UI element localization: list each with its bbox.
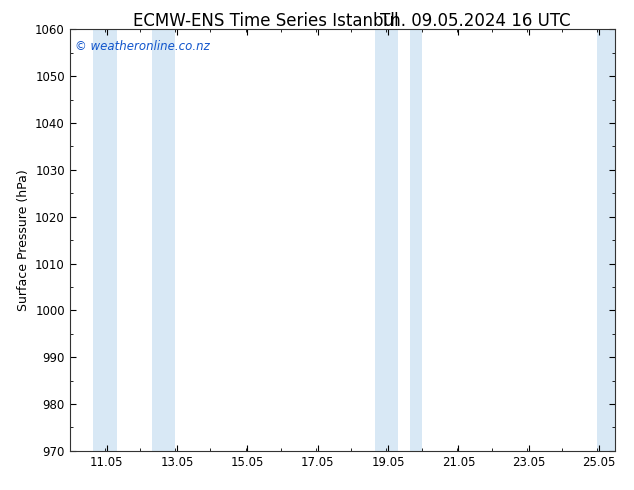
Text: Th. 09.05.2024 16 UTC: Th. 09.05.2024 16 UTC [380,12,571,30]
Text: ECMW-ENS Time Series Istanbul: ECMW-ENS Time Series Istanbul [134,12,399,30]
Bar [152,29,175,451]
Bar [375,29,398,451]
Text: © weatheronline.co.nz: © weatheronline.co.nz [75,40,210,53]
Bar [410,29,422,451]
Y-axis label: Surface Pressure (hPa): Surface Pressure (hPa) [16,169,30,311]
Bar [597,29,615,451]
Bar [93,29,117,451]
